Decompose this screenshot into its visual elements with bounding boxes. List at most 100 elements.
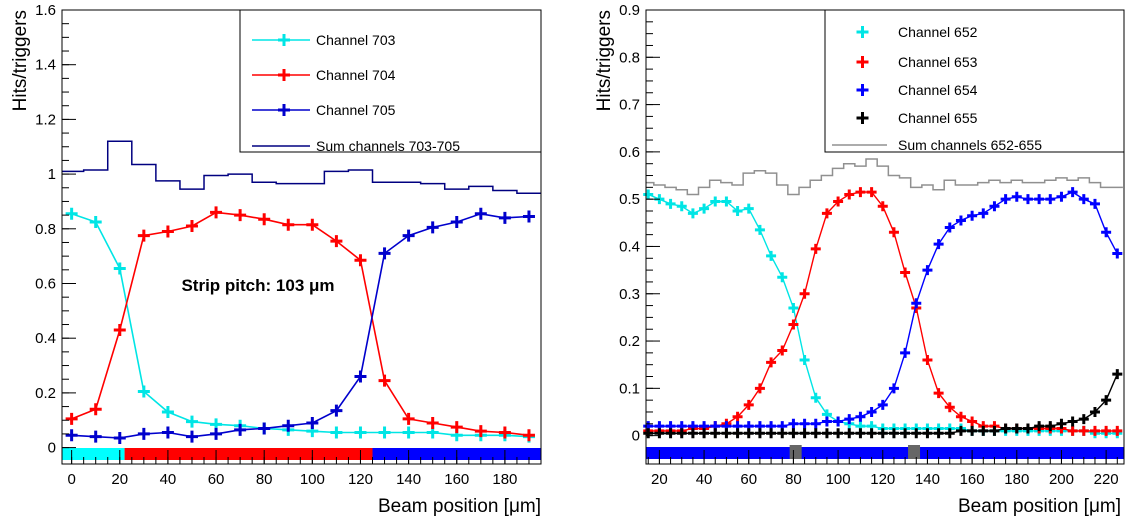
x-tick-label: 100	[300, 471, 325, 488]
data-point-marker	[911, 428, 922, 439]
data-point-marker	[900, 428, 911, 439]
data-point-marker	[888, 227, 899, 238]
x-tick-label: 160	[444, 471, 469, 488]
data-point-marker	[866, 406, 877, 417]
data-point-marker	[161, 406, 174, 419]
x-tick-label: 0	[67, 471, 75, 488]
data-point-marker	[354, 426, 367, 439]
data-point-marker	[933, 428, 944, 439]
data-point-marker	[185, 220, 198, 233]
data-point-marker	[426, 416, 439, 429]
data-point-marker	[877, 201, 888, 212]
data-point-marker	[1034, 421, 1045, 432]
data-point-marker	[1089, 425, 1100, 436]
data-point-marker	[967, 416, 978, 427]
data-point-marker	[810, 243, 821, 254]
data-point-marker	[258, 213, 271, 226]
data-point-marker	[234, 423, 247, 436]
data-point-marker	[766, 357, 777, 368]
data-point-marker	[665, 198, 676, 209]
y-tick-label: 0.3	[619, 286, 640, 303]
data-point-marker	[721, 428, 732, 439]
y-tick-label: 0.9	[619, 2, 640, 19]
data-point-marker	[754, 428, 765, 439]
data-point-marker	[450, 421, 463, 434]
y-axis-label: Hits/triggers	[10, 10, 31, 111]
data-point-marker	[378, 426, 391, 439]
data-point-marker	[1078, 194, 1089, 205]
data-point-marker	[866, 187, 877, 198]
legend-entry-label: Channel 705	[316, 102, 396, 118]
y-tick-label: 0.2	[35, 385, 56, 402]
series-line	[647, 193, 1118, 434]
data-point-marker	[833, 196, 844, 207]
y-tick-label: 0.6	[619, 144, 640, 161]
data-point-marker	[210, 427, 223, 440]
data-point-marker	[844, 428, 855, 439]
legend-entry: Channel 653	[856, 54, 978, 70]
data-point-marker	[378, 374, 391, 387]
data-point-marker	[1089, 406, 1100, 417]
data-point-marker	[1101, 395, 1112, 406]
data-point-marker	[821, 416, 832, 427]
data-point-marker	[1067, 187, 1078, 198]
x-tick-label: 20	[111, 471, 128, 488]
data-point-marker	[65, 429, 78, 442]
data-point-marker	[788, 302, 799, 313]
data-point-marker	[137, 427, 150, 440]
data-point-marker	[161, 426, 174, 439]
series-line	[648, 191, 1118, 427]
data-point-marker	[944, 428, 955, 439]
data-point-marker	[1067, 425, 1078, 436]
data-point-marker	[955, 215, 966, 226]
data-point-marker	[1000, 423, 1011, 434]
data-point-marker	[833, 416, 844, 427]
data-point-marker	[522, 429, 535, 442]
legend-box	[239, 9, 542, 153]
data-point-marker	[766, 250, 777, 261]
x-tick-label: 40	[160, 471, 177, 488]
data-point-marker	[743, 399, 754, 410]
data-point-marker	[498, 426, 511, 439]
data-point-marker	[743, 428, 754, 439]
data-point-marker	[944, 402, 955, 413]
data-point-marker	[474, 425, 487, 438]
legend-entry: Sum channels 703-705	[252, 138, 460, 154]
y-tick-label: 0.7	[619, 97, 640, 114]
legend-marker-swatch	[278, 69, 290, 81]
data-point-marker	[1078, 414, 1089, 425]
legend-box	[824, 9, 1125, 153]
legend-marker-swatch	[856, 112, 869, 124]
data-point-marker	[137, 385, 150, 398]
x-tick-label: 140	[915, 471, 940, 488]
data-point-marker	[877, 428, 888, 439]
legend-entry-label: Channel 655	[898, 110, 978, 126]
strip-gap-marker	[789, 445, 802, 459]
series-line	[648, 191, 1118, 432]
data-point-marker	[665, 428, 676, 439]
data-point-marker	[967, 210, 978, 221]
x-tick-label: 120	[870, 471, 895, 488]
data-point-marker	[855, 187, 866, 198]
data-point-marker	[330, 404, 343, 417]
x-tick-label: 140	[396, 471, 421, 488]
data-point-marker	[498, 211, 511, 224]
y-tick-label: 0.4	[35, 330, 56, 347]
x-tick-label: 60	[208, 471, 225, 488]
x-tick-label: 220	[1094, 471, 1119, 488]
legend: Channel 652 Channel 653 Channel 654 Channel…	[824, 9, 1125, 153]
y-axis-label: Hits/triggers	[594, 10, 615, 111]
x-tick-label: 60	[740, 471, 757, 488]
data-point-marker	[888, 383, 899, 394]
data-point-marker	[137, 229, 150, 242]
data-point-marker	[282, 218, 295, 231]
data-point-marker	[402, 229, 415, 242]
x-tick-label: 160	[960, 471, 985, 488]
data-point-marker	[788, 319, 799, 330]
data-point-marker	[210, 206, 223, 219]
data-point-marker	[710, 196, 721, 207]
data-point-marker	[676, 201, 687, 212]
legend-marker-swatch	[856, 56, 869, 68]
data-point-marker	[978, 425, 989, 436]
